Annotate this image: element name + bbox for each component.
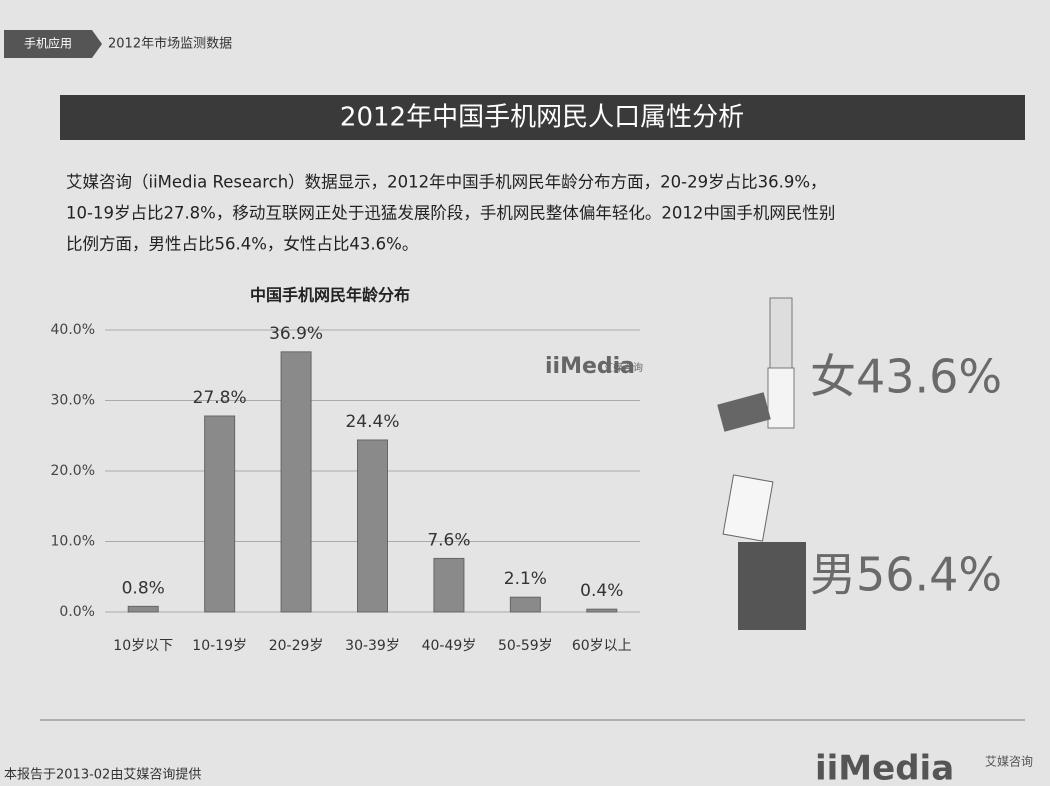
bar [280,351,312,613]
lipstick-icon [767,367,795,429]
watermark-logo: iiMedia [545,354,635,379]
gender-female: 女43.6% [810,350,1002,404]
bar [204,415,236,613]
x-tick-label: 10-19岁 [192,638,247,654]
value-label: 27.8% [193,388,247,408]
breadcrumb-item: 2012年市场监测数据 [108,36,232,52]
lighter-icon [738,542,806,630]
breadcrumb-item: 手机应用 [24,36,72,51]
paragraph-line: 艾媒咨询（iiMedia Research）数据显示，2012年中国手机网民年龄… [66,173,827,192]
x-tick-label: 30-39岁 [345,638,400,654]
watermark-sub: 艾媒咨询 [603,361,643,374]
value-label: 0.8% [122,578,165,598]
value-label: 36.9% [269,324,323,344]
breadcrumb-tab [4,30,92,58]
value-label: 7.6% [427,530,470,550]
x-tick-label: 60岁以上 [572,638,632,654]
value-label: 24.4% [345,412,399,432]
footer-logo-sub: 艾媒咨询 [985,754,1033,769]
breadcrumb-arrow [92,30,102,58]
bar [127,605,159,613]
value-label: 2.1% [504,569,547,589]
y-tick-label: 20.0% [51,463,95,479]
footer: 本报告于2013-02由艾媒咨询提供 [4,767,201,783]
y-tick-label: 40.0% [51,322,95,338]
y-tick-label: 10.0% [51,534,95,550]
paragraph-line: 10-19岁占比27.8%，移动互联网正处于迅猛发展阶段，手机网民整体偏年轻化。… [66,204,835,223]
x-tick-label: 20-29岁 [269,638,324,654]
y-tick-label: 0.0% [59,604,95,620]
bar [586,608,618,613]
x-tick-label: 50-59岁 [498,638,553,654]
title: 2012年中国手机网民人口属性分析 [340,103,744,133]
lipstick-icon [717,392,771,432]
chart-title: 中国手机网民年龄分布 [250,286,410,305]
x-tick-label: 40-49岁 [422,638,477,654]
bar [357,439,388,613]
value-label: 0.4% [580,581,623,601]
y-tick-label: 30.0% [51,393,95,409]
gender-male: 男56.4% [810,548,1002,602]
paragraph-line: 比例方面，男性占比56.4%，女性占比43.6%。 [66,235,418,254]
bar [433,557,465,613]
footer-logo: iiMedia [815,749,954,786]
x-tick-label: 10岁以下 [113,638,173,654]
lighter-icon [722,474,774,542]
bar [509,596,541,613]
lipstick-icon [769,297,793,369]
title-bar [60,95,1025,140]
